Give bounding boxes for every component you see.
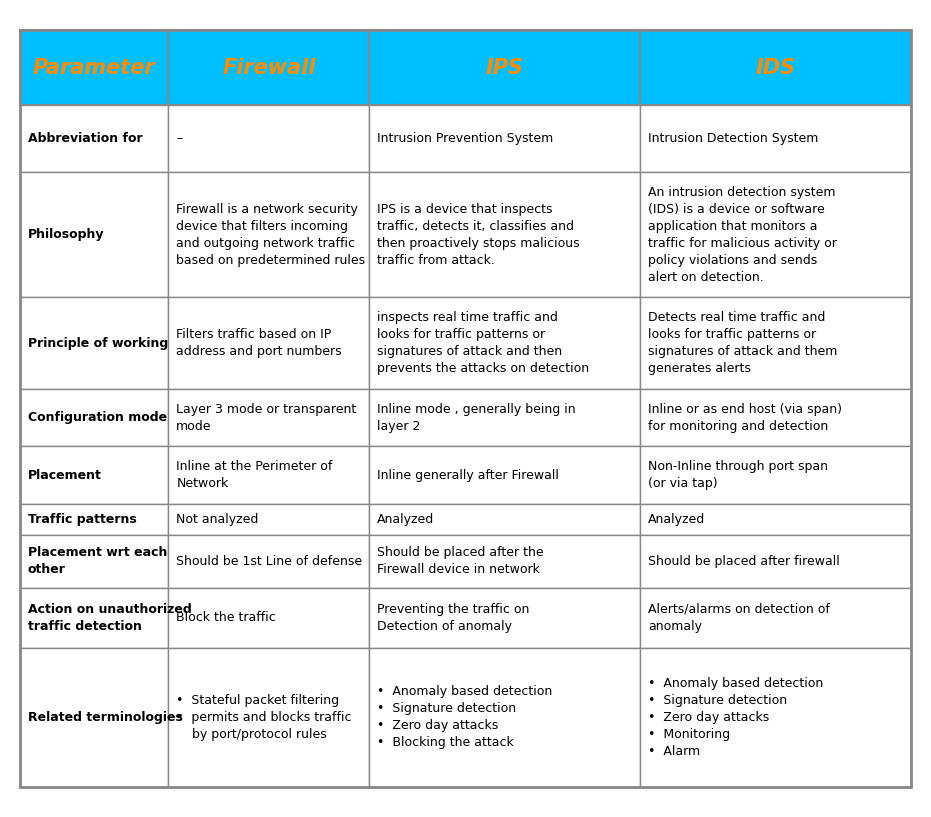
Text: IPS: IPS: [486, 57, 524, 78]
Bar: [20, 389, 169, 446]
Text: Firewall: Firewall: [223, 57, 316, 78]
Text: Action on unauthorized
traffic detection: Action on unauthorized traffic detection: [28, 603, 192, 632]
Text: IDS: IDS: [756, 57, 796, 78]
Text: Principle of working: Principle of working: [28, 337, 169, 350]
Text: Detects real time traffic and
looks for traffic patterns or
signatures of attack: Detects real time traffic and looks for …: [648, 311, 838, 375]
Text: Firewall is a network security
device that filters incoming
and outgoing network: Firewall is a network security device th…: [176, 203, 366, 267]
Bar: [169, 588, 370, 648]
Bar: [370, 446, 641, 504]
Text: Inline generally after Firewall: Inline generally after Firewall: [377, 469, 560, 482]
Text: Traffic patterns: Traffic patterns: [28, 513, 137, 526]
Bar: [169, 504, 370, 535]
Bar: [370, 105, 641, 172]
Text: An intrusion detection system
(IDS) is a device or software
application that mon: An intrusion detection system (IDS) is a…: [648, 185, 837, 283]
Bar: [169, 105, 370, 172]
Bar: [169, 172, 370, 297]
Text: Inline or as end host (via span)
for monitoring and detection: Inline or as end host (via span) for mon…: [648, 403, 843, 433]
Bar: [20, 297, 169, 389]
Bar: [169, 446, 370, 504]
Bar: [20, 105, 169, 172]
Text: Preventing the traffic on
Detection of anomaly: Preventing the traffic on Detection of a…: [377, 603, 530, 632]
Bar: [169, 30, 370, 105]
Bar: [20, 648, 169, 787]
Bar: [641, 297, 911, 389]
Bar: [20, 588, 169, 648]
Bar: [370, 648, 641, 787]
Text: Non-Inline through port span
(or via tap): Non-Inline through port span (or via tap…: [648, 460, 829, 490]
Bar: [370, 297, 641, 389]
Bar: [20, 172, 169, 297]
Text: –: –: [176, 132, 182, 145]
Text: Inline mode , generally being in
layer 2: Inline mode , generally being in layer 2: [377, 403, 576, 433]
Text: Configuration mode: Configuration mode: [28, 411, 168, 424]
Bar: [370, 588, 641, 648]
Text: Related terminologies: Related terminologies: [28, 711, 182, 724]
Bar: [20, 535, 169, 588]
Text: •  Stateful packet filtering
•  permits and blocks traffic
    by port/protocol : • Stateful packet filtering • permits an…: [176, 694, 352, 741]
Text: •  Anomaly based detection
•  Signature detection
•  Zero day attacks
•  Blockin: • Anomaly based detection • Signature de…: [377, 685, 553, 749]
Text: Analyzed: Analyzed: [377, 513, 435, 526]
Text: Abbreviation for: Abbreviation for: [28, 132, 142, 145]
Text: Analyzed: Analyzed: [648, 513, 706, 526]
Bar: [641, 389, 911, 446]
Bar: [641, 105, 911, 172]
Bar: [370, 172, 641, 297]
Bar: [169, 389, 370, 446]
Text: Alerts/alarms on detection of
anomaly: Alerts/alarms on detection of anomaly: [648, 603, 830, 632]
Bar: [641, 648, 911, 787]
Bar: [641, 504, 911, 535]
Text: •  Anomaly based detection
•  Signature detection
•  Zero day attacks
•  Monitor: • Anomaly based detection • Signature de…: [648, 676, 823, 757]
Bar: [20, 504, 169, 535]
Bar: [370, 535, 641, 588]
Bar: [641, 535, 911, 588]
Bar: [169, 297, 370, 389]
Text: Inline at the Perimeter of
Network: Inline at the Perimeter of Network: [176, 460, 332, 490]
Text: Placement wrt each
other: Placement wrt each other: [28, 547, 168, 577]
Bar: [641, 446, 911, 504]
Bar: [169, 648, 370, 787]
Text: Block the traffic: Block the traffic: [176, 611, 277, 624]
Text: Philosophy: Philosophy: [28, 229, 104, 241]
Bar: [370, 504, 641, 535]
Bar: [641, 30, 911, 105]
Text: Should be 1st Line of defense: Should be 1st Line of defense: [176, 555, 362, 568]
Text: Filters traffic based on IP
address and port numbers: Filters traffic based on IP address and …: [176, 328, 342, 358]
Bar: [641, 588, 911, 648]
Text: Should be placed after firewall: Should be placed after firewall: [648, 555, 840, 568]
Text: inspects real time traffic and
looks for traffic patterns or
signatures of attac: inspects real time traffic and looks for…: [377, 311, 589, 375]
Text: Should be placed after the
Firewall device in network: Should be placed after the Firewall devi…: [377, 547, 544, 577]
Bar: [370, 30, 641, 105]
Text: Layer 3 mode or transparent
mode: Layer 3 mode or transparent mode: [176, 403, 357, 433]
Text: Intrusion Prevention System: Intrusion Prevention System: [377, 132, 554, 145]
Bar: [641, 172, 911, 297]
Text: Intrusion Detection System: Intrusion Detection System: [648, 132, 818, 145]
Bar: [169, 535, 370, 588]
Bar: [370, 389, 641, 446]
Bar: [20, 30, 169, 105]
Text: Not analyzed: Not analyzed: [176, 513, 259, 526]
Text: IPS is a device that inspects
traffic, detects it, classifies and
then proactive: IPS is a device that inspects traffic, d…: [377, 203, 580, 267]
Bar: [20, 446, 169, 504]
Text: Parameter: Parameter: [33, 57, 155, 78]
Text: Placement: Placement: [28, 469, 101, 482]
